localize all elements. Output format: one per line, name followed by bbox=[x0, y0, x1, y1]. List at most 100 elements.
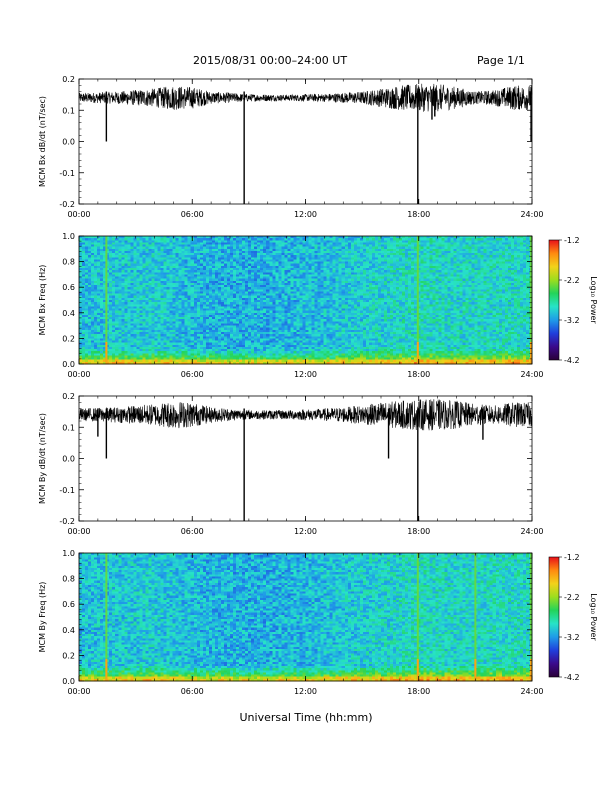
spectrogram-cell bbox=[88, 249, 91, 252]
spectrogram-cell bbox=[145, 253, 148, 256]
spectrogram-cell bbox=[197, 266, 200, 269]
spectrogram-cell bbox=[170, 341, 173, 344]
spectrogram-cell bbox=[167, 321, 170, 324]
spectrogram-cell bbox=[136, 311, 139, 314]
spectrogram-cell bbox=[136, 313, 139, 316]
spectrogram-cell bbox=[106, 330, 109, 333]
spectrogram-cell bbox=[227, 353, 230, 356]
spectrogram-cell bbox=[218, 247, 221, 250]
spectrogram-cell bbox=[176, 251, 179, 254]
spectrogram-cell bbox=[145, 334, 148, 337]
spectrogram-cell bbox=[118, 341, 121, 344]
spectrogram-cell bbox=[197, 247, 200, 250]
spectrogram-cell bbox=[215, 249, 218, 252]
spectrogram-cell bbox=[218, 242, 221, 245]
spectrogram-cell bbox=[97, 315, 100, 318]
spectrogram-cell bbox=[197, 362, 200, 365]
spectrogram-cell bbox=[218, 283, 221, 286]
spectrogram-cell bbox=[194, 347, 197, 350]
spectrogram-cell bbox=[151, 313, 154, 316]
spectrogram-cell bbox=[236, 355, 239, 358]
spectrogram-cell bbox=[145, 266, 148, 269]
spectrogram-cell bbox=[158, 238, 161, 241]
spectrogram-cell bbox=[88, 343, 91, 346]
spectrogram-cell bbox=[161, 264, 164, 267]
spectrogram-cell bbox=[176, 287, 179, 290]
spectrogram-cell bbox=[94, 300, 97, 303]
spectrogram-cell bbox=[179, 321, 182, 324]
spectrogram-cell bbox=[158, 360, 161, 363]
spectrogram-cell bbox=[124, 326, 127, 329]
spectrogram-cell bbox=[197, 279, 200, 282]
spectrogram-cell bbox=[100, 345, 103, 348]
spectrogram-cell bbox=[142, 238, 145, 241]
spectrogram-cell bbox=[233, 306, 236, 309]
spectrogram-cell bbox=[79, 300, 82, 303]
spectrogram-cell bbox=[82, 268, 85, 271]
spectrogram-cell bbox=[145, 268, 148, 271]
spectrogram-cell bbox=[236, 283, 239, 286]
spectrogram-cell bbox=[127, 287, 130, 290]
spectrogram-cell bbox=[173, 253, 176, 256]
spectrogram-cell bbox=[206, 311, 209, 314]
spectrogram-cell bbox=[145, 287, 148, 290]
spectrogram-cell bbox=[109, 336, 112, 339]
spectrogram-cell bbox=[148, 351, 151, 354]
spectrogram-cell bbox=[124, 238, 127, 241]
spectrogram-cell bbox=[130, 326, 133, 329]
spectrogram-cell bbox=[191, 334, 194, 337]
spectrogram-cell bbox=[188, 240, 191, 243]
spectrogram-cell bbox=[212, 264, 215, 267]
spectrogram-cell bbox=[221, 236, 224, 239]
spectrogram-cell bbox=[179, 313, 182, 316]
spectrogram-cell bbox=[127, 332, 130, 335]
spectrogram-cell bbox=[139, 259, 142, 262]
spectrogram-cell bbox=[197, 270, 200, 273]
spectrogram-cell bbox=[188, 306, 191, 309]
spectrogram-cell bbox=[164, 268, 167, 271]
spectrogram-cell bbox=[179, 300, 182, 303]
spectrogram-cell bbox=[79, 313, 82, 316]
spectrogram-cell bbox=[94, 268, 97, 271]
spectrogram-cell bbox=[200, 347, 203, 350]
spectrogram-cell bbox=[133, 296, 136, 299]
spectrogram-cell bbox=[85, 266, 88, 269]
spectrogram-cell bbox=[164, 332, 167, 335]
spectrogram-cell bbox=[103, 362, 106, 365]
spectrogram-cell bbox=[133, 302, 136, 305]
spectrogram-cell bbox=[233, 341, 236, 344]
spectrogram-cell bbox=[161, 236, 164, 239]
spectrogram-cell bbox=[236, 242, 239, 245]
spectrogram-cell bbox=[191, 330, 194, 333]
spectrogram-cell bbox=[88, 351, 91, 354]
spectrogram-cell bbox=[109, 296, 112, 299]
spectrogram-cell bbox=[130, 315, 133, 318]
spectrogram-cell bbox=[79, 317, 82, 320]
spectrogram-cell bbox=[167, 249, 170, 252]
spectrogram-cell bbox=[194, 289, 197, 292]
spectrogram-cell bbox=[227, 334, 230, 337]
spectrogram-cell bbox=[218, 302, 221, 305]
spectrogram-cell bbox=[167, 306, 170, 309]
spectrogram-cell bbox=[112, 262, 115, 265]
spectrogram-cell bbox=[233, 315, 236, 318]
spectrogram-cell bbox=[194, 298, 197, 301]
data-trace bbox=[79, 84, 532, 112]
spectrogram-cell bbox=[94, 334, 97, 337]
spectrogram-cell bbox=[191, 245, 194, 248]
spectrogram-cell bbox=[233, 317, 236, 320]
spectrogram-cell bbox=[91, 264, 94, 267]
spectrogram-cell bbox=[230, 294, 233, 297]
spectrogram-cell bbox=[118, 279, 121, 282]
spectrogram-cell bbox=[167, 332, 170, 335]
spectrogram-cell bbox=[209, 245, 212, 248]
spectrogram-cell bbox=[215, 291, 218, 294]
spectrogram-cell bbox=[221, 281, 224, 284]
spectrogram-cell bbox=[109, 349, 112, 352]
spectrogram-cell bbox=[97, 341, 100, 344]
spectrogram-cell bbox=[148, 279, 151, 282]
spectrogram-cell bbox=[106, 294, 109, 297]
spectrogram-cell bbox=[121, 362, 124, 365]
spectrogram-cell bbox=[194, 270, 197, 273]
spectrogram-cell bbox=[124, 274, 127, 277]
